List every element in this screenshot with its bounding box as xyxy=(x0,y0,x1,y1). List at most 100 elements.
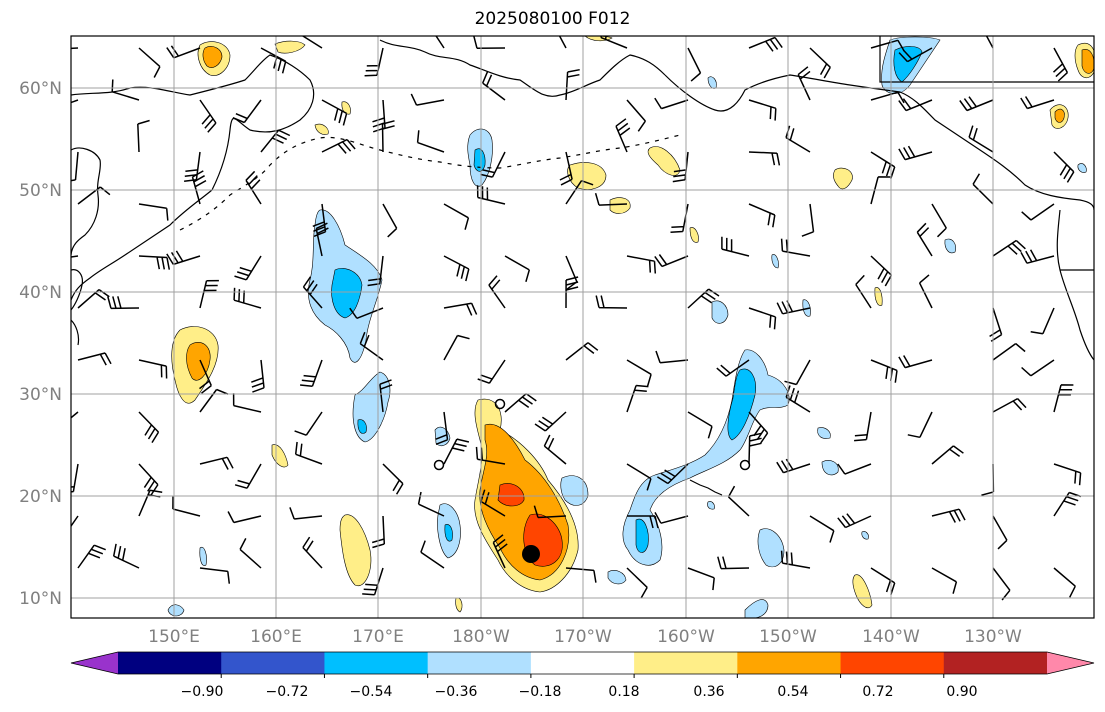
lat-label: 30°N xyxy=(19,385,62,405)
lon-label: 160°E xyxy=(250,627,302,647)
lon-label: 140°W xyxy=(862,627,920,647)
wind-barb xyxy=(289,507,323,520)
coastline-alaska xyxy=(879,36,1094,83)
wind-barb xyxy=(199,359,212,394)
lat-label: 50°N xyxy=(19,181,62,201)
colorbar-labels: −0.90 −0.72 −0.54 −0.36 −0.18 0.18 0.36 … xyxy=(181,684,978,700)
wind-barb xyxy=(504,393,537,413)
negative-region xyxy=(707,501,715,510)
colorbar-segment xyxy=(530,652,635,674)
wind-barb xyxy=(992,515,1008,550)
wind-barb xyxy=(931,508,966,523)
wind-barb xyxy=(199,388,229,413)
wind-barb xyxy=(594,192,628,206)
wind-barb xyxy=(534,411,567,432)
wind-barb xyxy=(71,411,79,419)
wind-barb xyxy=(992,397,1027,413)
wind-barb xyxy=(801,203,815,237)
negative-region xyxy=(357,419,367,434)
positive-region xyxy=(339,514,372,587)
wind-barb xyxy=(107,296,140,310)
colorbar-label: −0.72 xyxy=(266,684,309,700)
wind-barb xyxy=(199,456,234,470)
wind-barb xyxy=(1020,249,1055,264)
wind-barb xyxy=(898,145,933,161)
colorbar-segment xyxy=(737,652,842,674)
wind-barb xyxy=(77,352,112,366)
wind-barb xyxy=(854,411,872,442)
wind-barbs xyxy=(71,36,1082,601)
wind-barb xyxy=(199,567,231,584)
wind-barb xyxy=(184,151,201,182)
wind-barb xyxy=(302,536,323,569)
wind-barb xyxy=(654,97,689,110)
wind-barb xyxy=(232,99,262,124)
wind-barb xyxy=(315,222,329,257)
wind-barb xyxy=(931,567,958,594)
wind-barb xyxy=(233,287,262,309)
wind-barb xyxy=(482,71,506,101)
wind-barb xyxy=(349,307,384,319)
wind-barb xyxy=(1052,47,1069,82)
wind-barb xyxy=(855,274,872,309)
wind-barb xyxy=(687,567,715,591)
wind-barb xyxy=(654,254,689,268)
coastline-asia xyxy=(71,319,80,346)
wind-barb xyxy=(1030,307,1055,335)
colorbar-segment xyxy=(427,652,532,674)
wind-barb xyxy=(898,47,933,63)
wind-barb xyxy=(443,203,470,230)
wind-barb xyxy=(1020,96,1055,110)
negative-region xyxy=(635,518,649,553)
wind-barb xyxy=(670,203,689,233)
wind-barb xyxy=(721,236,750,257)
wind-barb xyxy=(654,512,689,524)
wind-barb xyxy=(1021,203,1055,221)
wind-barb xyxy=(1053,491,1082,517)
wind-barb xyxy=(362,567,384,596)
wind-barb xyxy=(245,170,262,205)
coastline-asia xyxy=(71,147,102,256)
positive-region xyxy=(202,46,223,68)
wind-barb xyxy=(626,567,648,599)
wind-barb xyxy=(199,279,219,309)
colorbar-segment xyxy=(840,652,945,674)
colorbar-outline xyxy=(70,651,1095,675)
colorbar-label: −0.36 xyxy=(435,684,478,700)
wind-barb xyxy=(716,359,750,377)
wind-barb xyxy=(748,203,776,228)
negative-region xyxy=(771,254,779,269)
wind-barb xyxy=(138,463,159,496)
wind-barb xyxy=(727,485,750,517)
wind-barb xyxy=(1021,359,1055,377)
wind-barb xyxy=(870,39,905,52)
wind-barb xyxy=(626,463,652,491)
coastline-asia xyxy=(71,269,83,311)
wind-barb xyxy=(626,359,652,387)
hawaiian-islands xyxy=(689,479,723,496)
coastline-canada xyxy=(1056,209,1094,361)
wind-barb xyxy=(916,222,933,257)
wind-barb xyxy=(301,36,323,49)
negative-region xyxy=(607,570,627,585)
wind-barb xyxy=(898,355,933,369)
wind-barb xyxy=(111,79,140,101)
wind-barb xyxy=(410,93,445,106)
wind-barb xyxy=(931,203,947,238)
colorbar-segment xyxy=(943,652,1048,674)
wind-barb xyxy=(600,36,628,49)
wind-barb xyxy=(417,491,445,517)
wind-barb xyxy=(138,203,169,221)
wind-barb xyxy=(559,151,573,186)
wind-barb xyxy=(71,151,79,182)
wind-barb xyxy=(232,393,262,413)
lon-label: 150°E xyxy=(148,627,200,647)
wind-barb xyxy=(443,438,470,465)
map-frame xyxy=(70,35,1095,619)
positive-region xyxy=(833,167,853,190)
wind-barb xyxy=(475,446,506,465)
wind-barb xyxy=(138,411,160,443)
wind-barb xyxy=(672,151,689,183)
lat-label: 40°N xyxy=(19,283,62,303)
